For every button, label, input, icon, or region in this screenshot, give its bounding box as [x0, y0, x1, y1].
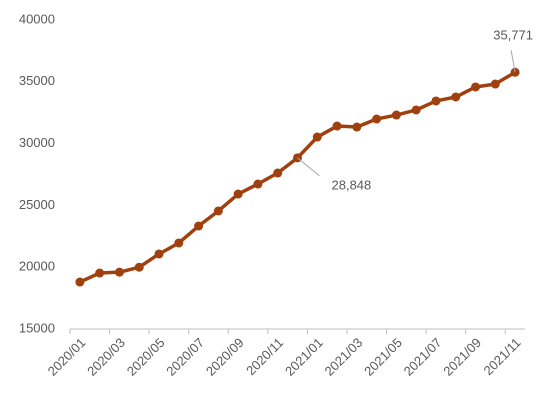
- x-tick-label: 2020/07: [163, 335, 207, 379]
- point: [352, 122, 362, 132]
- point: [213, 206, 223, 216]
- x-tick-label: 2020/05: [124, 335, 168, 379]
- point: [471, 82, 481, 92]
- point: [391, 110, 401, 120]
- x-tick-label: 2020/11: [243, 335, 286, 378]
- point: [95, 268, 105, 278]
- x-tick-label: 2021/11: [481, 335, 524, 378]
- point: [312, 132, 322, 142]
- x-tick-label: 2021/09: [440, 335, 484, 379]
- y-tick-label: 35000: [19, 73, 55, 88]
- point: [490, 79, 500, 89]
- point: [114, 267, 124, 277]
- x-tick-label: 2020/03: [84, 335, 128, 379]
- point: [451, 92, 461, 102]
- y-tick-label: 15000: [19, 320, 55, 335]
- x-tick-label: 2021/07: [401, 335, 445, 379]
- point: [372, 114, 382, 124]
- point: [273, 168, 283, 178]
- point: [154, 249, 164, 259]
- point: [134, 262, 144, 272]
- data-label: 35,771: [493, 28, 533, 43]
- y-tick-label: 30000: [19, 135, 55, 150]
- x-tick-label: 2020/01: [45, 335, 89, 379]
- leader-line: [297, 157, 320, 177]
- y-tick-label: 40000: [19, 11, 55, 26]
- leader-line: [510, 50, 516, 73]
- point: [233, 189, 243, 199]
- point: [174, 238, 184, 248]
- point: [332, 121, 342, 131]
- point: [411, 105, 421, 115]
- point: [194, 221, 204, 231]
- point: [431, 96, 441, 106]
- line: [79, 70, 517, 284]
- x-tick-label: 2020/09: [203, 335, 247, 379]
- point: [75, 277, 85, 287]
- data-label: 28,848: [332, 177, 372, 192]
- x-tick-label: 2021/05: [361, 335, 405, 379]
- x-tick-label: 2021/03: [322, 335, 366, 379]
- y-tick-label: 20000: [19, 259, 55, 274]
- y-tick-label: 25000: [19, 197, 55, 212]
- x-tick-label: 2021/01: [282, 335, 326, 379]
- point: [253, 179, 263, 189]
